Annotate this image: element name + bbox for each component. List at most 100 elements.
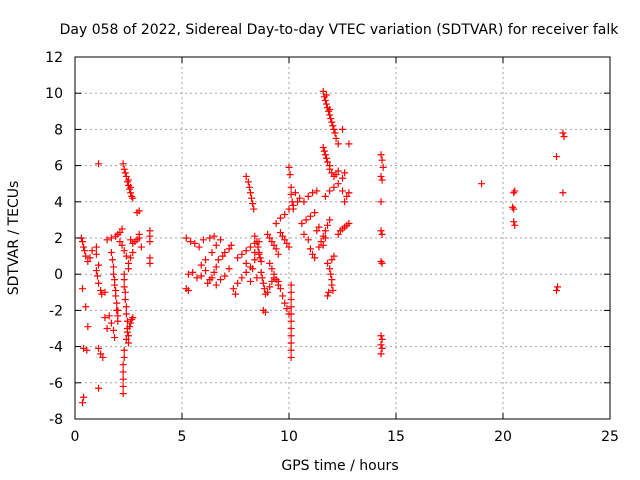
data-point-marker bbox=[123, 178, 131, 186]
data-point-marker bbox=[478, 180, 486, 188]
data-point-marker bbox=[511, 221, 519, 229]
data-point-marker bbox=[125, 265, 132, 273]
data-point-marker bbox=[210, 268, 218, 276]
data-point-marker bbox=[510, 205, 518, 213]
data-point-marker bbox=[377, 258, 385, 266]
data-point-marker bbox=[306, 245, 314, 253]
data-point-marker bbox=[121, 288, 129, 296]
data-point-marker bbox=[321, 227, 329, 235]
data-point-marker bbox=[81, 247, 89, 255]
data-point-marker bbox=[377, 227, 385, 235]
data-point-marker bbox=[197, 272, 205, 280]
data-point-marker bbox=[266, 234, 274, 242]
data-point-marker bbox=[328, 281, 336, 289]
data-point-marker bbox=[127, 236, 135, 244]
data-point-marker bbox=[311, 254, 319, 262]
data-point-marker bbox=[212, 241, 220, 249]
data-point-marker bbox=[339, 174, 346, 182]
data-point-marker bbox=[345, 189, 353, 197]
data-point-marker bbox=[268, 265, 276, 273]
data-point-marker bbox=[78, 399, 86, 407]
data-point-marker bbox=[119, 375, 127, 383]
data-point-marker bbox=[122, 303, 130, 311]
data-point-marker bbox=[80, 344, 88, 352]
data-point-marker bbox=[331, 129, 339, 137]
data-point-marker bbox=[377, 172, 385, 180]
y-tick-label: -2 bbox=[49, 303, 63, 319]
data-point-marker bbox=[509, 203, 517, 211]
data-point-marker bbox=[199, 236, 207, 244]
data-point-marker bbox=[287, 310, 295, 318]
data-point-marker bbox=[300, 198, 308, 206]
data-point-marker bbox=[378, 156, 386, 164]
data-point-marker bbox=[279, 292, 287, 300]
data-point-marker bbox=[321, 192, 329, 200]
data-point-marker bbox=[118, 225, 126, 233]
data-point-marker bbox=[120, 346, 128, 354]
data-point-marker bbox=[560, 133, 568, 141]
data-point-marker bbox=[325, 107, 333, 115]
data-point-marker bbox=[334, 180, 342, 188]
data-point-marker bbox=[191, 239, 199, 247]
x-tick-label: 10 bbox=[280, 429, 298, 445]
data-point-marker bbox=[339, 187, 346, 195]
data-point-marker bbox=[287, 281, 295, 289]
data-point-marker bbox=[304, 192, 312, 200]
data-point-marker bbox=[326, 216, 334, 224]
data-point-marker bbox=[260, 285, 268, 293]
x-tick-labels: 0 5 10 15 20 25 bbox=[71, 429, 619, 445]
data-point-marker bbox=[128, 192, 136, 200]
data-point-marker bbox=[257, 258, 265, 266]
data-point-marker bbox=[103, 325, 111, 332]
data-point-marker bbox=[114, 306, 122, 314]
data-point-marker bbox=[266, 259, 274, 267]
data-point-marker bbox=[187, 238, 195, 246]
data-point-marker bbox=[285, 243, 293, 251]
data-point-marker bbox=[242, 247, 250, 255]
data-point-marker bbox=[319, 87, 327, 95]
data-point-marker bbox=[197, 261, 205, 269]
data-point-marker bbox=[221, 248, 229, 256]
data-point-marker bbox=[232, 290, 239, 298]
data-point-marker bbox=[129, 248, 137, 256]
data-point-marker bbox=[559, 189, 567, 197]
data-point-marker bbox=[120, 276, 128, 284]
data-point-marker bbox=[300, 230, 308, 238]
data-point-marker bbox=[330, 183, 338, 191]
data-point-marker bbox=[128, 315, 136, 323]
data-point-marker bbox=[304, 236, 312, 244]
data-point-marker bbox=[212, 281, 220, 289]
data-point-marker bbox=[217, 276, 225, 284]
data-point-marker bbox=[287, 339, 295, 347]
data-point-marker bbox=[306, 212, 314, 220]
data-point-marker bbox=[287, 296, 295, 304]
data-point-marker bbox=[206, 234, 214, 242]
data-point-marker bbox=[286, 171, 294, 179]
data-point-marker bbox=[121, 296, 129, 304]
data-point-marker bbox=[210, 232, 218, 240]
data-point-marker bbox=[92, 267, 100, 275]
data-point-marker bbox=[298, 220, 306, 228]
data-point-marker bbox=[511, 187, 519, 195]
data-point-marker bbox=[287, 332, 295, 340]
data-point-marker bbox=[254, 243, 262, 251]
data-point-marker bbox=[291, 189, 299, 197]
data-point-marker bbox=[264, 230, 272, 238]
data-point-marker bbox=[225, 245, 233, 253]
data-point-marker bbox=[553, 286, 560, 294]
data-point-marker bbox=[268, 238, 276, 246]
chart-title: Day 058 of 2022, Sidereal Day-to-day VTE… bbox=[60, 22, 620, 38]
data-point-marker bbox=[285, 163, 293, 171]
data-point-marker bbox=[329, 286, 337, 294]
data-point-marker bbox=[214, 256, 222, 264]
data-point-marker bbox=[229, 285, 237, 293]
data-point-marker bbox=[279, 232, 287, 240]
data-point-marker bbox=[119, 368, 127, 376]
y-tick-label: -4 bbox=[49, 340, 63, 356]
data-point-marker bbox=[97, 350, 105, 358]
data-point-marker bbox=[341, 169, 349, 177]
data-point-marker bbox=[84, 323, 92, 331]
y-axis-label: SDTVAR / TECUs bbox=[6, 181, 22, 296]
data-point-marker bbox=[334, 140, 342, 148]
y-tick-label: 8 bbox=[54, 122, 63, 138]
